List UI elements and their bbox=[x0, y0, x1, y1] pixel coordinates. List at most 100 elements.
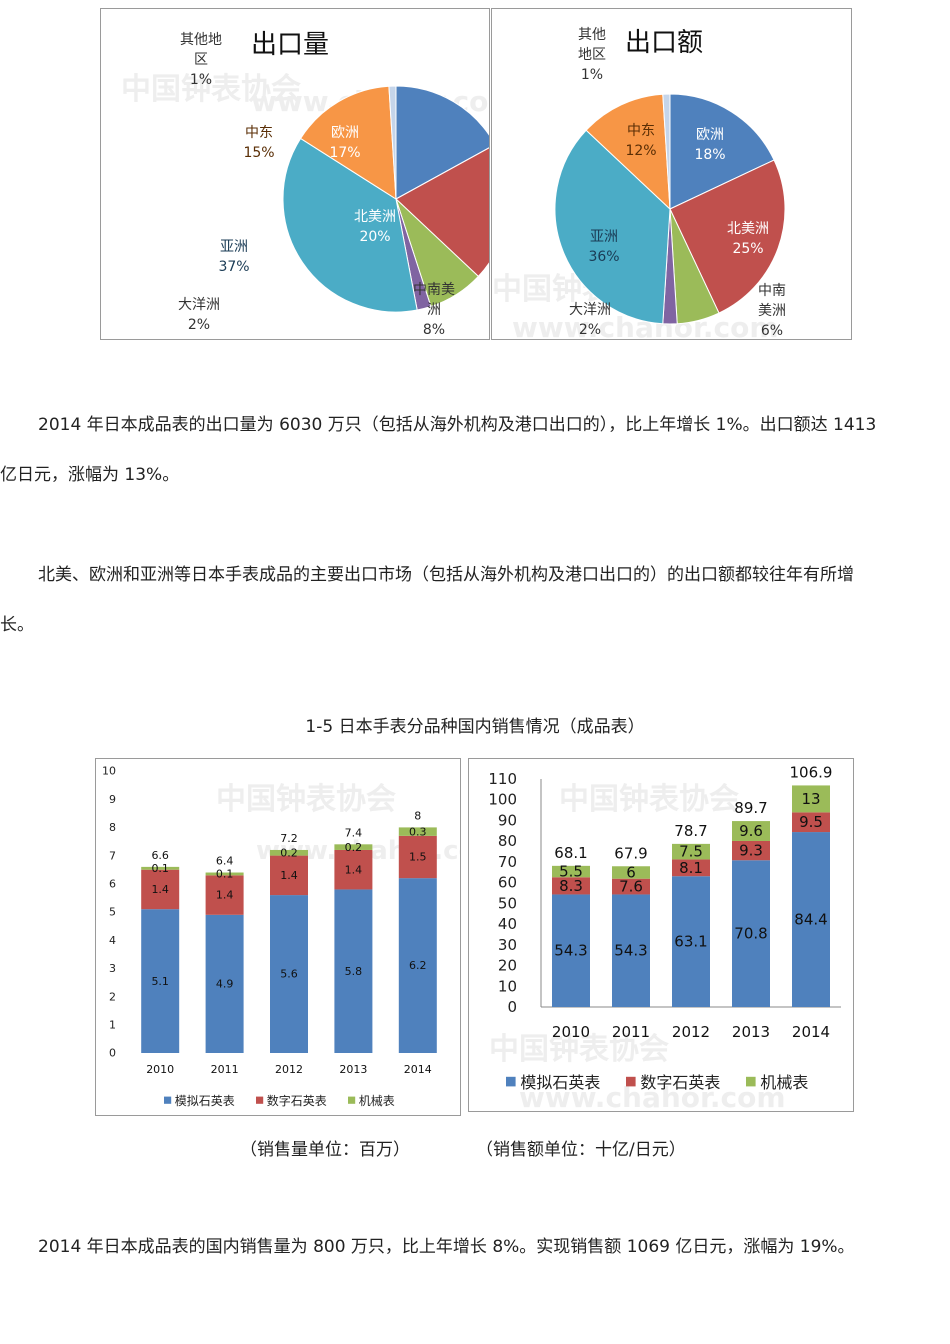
legend-swatch bbox=[626, 1076, 636, 1087]
watermark-cn: 中国钟表协会 bbox=[121, 72, 301, 107]
bar-value-label: 0.2 bbox=[345, 841, 363, 854]
y-tick-label: 7 bbox=[109, 849, 116, 862]
bar-value-label: 7.5 bbox=[679, 843, 703, 861]
caption-sales-value-unit: （销售额单位：十亿/日元） bbox=[476, 1140, 686, 1160]
legend-swatch bbox=[506, 1076, 516, 1087]
bar-segment-模拟石英表 bbox=[205, 914, 244, 1053]
caption-sales-volume-unit: （销售量单位：百万） bbox=[240, 1140, 410, 1160]
y-tick-label: 40 bbox=[498, 915, 517, 933]
y-tick-label: 5 bbox=[109, 906, 116, 919]
pie-slice-欧洲 bbox=[669, 93, 775, 210]
pie-category-label: 欧洲 bbox=[696, 127, 724, 143]
y-tick-label: 30 bbox=[498, 936, 517, 954]
bar-value-label: 7.6 bbox=[619, 878, 643, 896]
watermark-cn: 中国钟表协会 bbox=[559, 782, 739, 817]
pie-chart-export-value: 中国钟表协会 www.chahor.com 出口额 欧洲 18% 北美洲 25% 中南美… bbox=[491, 8, 852, 340]
bar-segment-数字石英表 bbox=[270, 855, 308, 896]
bar-value-label: 54.3 bbox=[554, 942, 587, 960]
bar-value-label: 1.4 bbox=[280, 869, 298, 882]
bar-total-label: 7.4 bbox=[345, 826, 363, 839]
y-tick-label: 4 bbox=[109, 934, 116, 947]
bar-segment-机械表 bbox=[141, 866, 180, 870]
bar-value-label: 8.1 bbox=[679, 859, 703, 877]
paragraph-line: 北美、欧洲和亚洲等日本手表成品的主要出口市场（包括从海外机构及港口出口的）的出口… bbox=[38, 565, 854, 585]
paragraph-line: 2014 年日本成品表的出口量为 6030 万只（包括从海外机构及港口出口的），… bbox=[38, 415, 877, 435]
y-tick-label: 70 bbox=[498, 853, 517, 871]
legend-label: 机械表 bbox=[760, 1073, 808, 1092]
bar-value-label: 1.5 bbox=[409, 851, 427, 864]
y-tick-label: 100 bbox=[488, 791, 517, 809]
y-tick-label: 0 bbox=[507, 998, 517, 1016]
pie-category-label: 中南美 bbox=[413, 282, 455, 298]
watermark-url: www.chahor.com bbox=[519, 1081, 786, 1111]
pie-value-label: 2% bbox=[579, 322, 601, 338]
pie-value-label: 2% bbox=[188, 317, 210, 333]
pie-slice-北美洲 bbox=[669, 159, 786, 314]
paragraph-export-summary: 2014 年日本成品表的出口量为 6030 万只（包括从海外机构及港口出口的），… bbox=[0, 400, 950, 500]
pie-slice-其他地区 bbox=[662, 93, 671, 210]
bar-value-label: 5.5 bbox=[559, 863, 583, 881]
x-tick-label: 2011 bbox=[211, 1063, 239, 1076]
paragraph-domestic-sales: 2014 年日本成品表的国内销售量为 800 万只，比上年增长 8%。实现销售额… bbox=[0, 1222, 950, 1272]
bar-segment-模拟石英表 bbox=[398, 878, 437, 1053]
bar-value-label: 9.5 bbox=[799, 813, 823, 831]
bar-value-label: 9.3 bbox=[739, 842, 763, 860]
bar-value-label: 70.8 bbox=[734, 925, 767, 943]
y-tick-label: 1 bbox=[109, 1018, 116, 1031]
bar-value-label: 0.1 bbox=[216, 868, 234, 881]
pie-title: 出口量 bbox=[251, 30, 329, 60]
pie-slice-欧洲 bbox=[395, 85, 489, 200]
y-tick-label: 10 bbox=[102, 765, 116, 778]
y-tick-label: 9 bbox=[109, 793, 116, 806]
bar-segment-数字石英表 bbox=[398, 835, 437, 879]
bar-total-label: 78.7 bbox=[674, 822, 707, 840]
bar-value-label: 0.2 bbox=[280, 846, 298, 859]
x-tick-label: 2013 bbox=[732, 1023, 770, 1041]
pie-slice-北美洲 bbox=[395, 147, 489, 278]
bar-value-label: 84.4 bbox=[794, 911, 827, 929]
pie-chart-svg: 中国钟表协会 www.chahor.com 出口量 欧洲17%北美洲20%中南美… bbox=[121, 30, 489, 338]
bar-total-label: 67.9 bbox=[614, 844, 647, 862]
bar-value-label: 5.1 bbox=[151, 975, 169, 988]
bar-value-label: 9.6 bbox=[739, 822, 763, 840]
pie-slice-亚洲 bbox=[282, 137, 418, 313]
bar-value-label: 5.6 bbox=[280, 968, 298, 981]
y-tick-label: 80 bbox=[498, 832, 517, 850]
pie-value-label: 6% bbox=[761, 323, 783, 339]
bar-total-label: 6.4 bbox=[216, 855, 234, 868]
pie-slice-中东 bbox=[585, 93, 671, 211]
bar-total-label: 89.7 bbox=[734, 799, 767, 817]
legend-label: 模拟石英表 bbox=[175, 1094, 235, 1108]
bar-segment-数字石英表 bbox=[205, 875, 244, 915]
pie-category-label: 亚洲 bbox=[220, 239, 248, 255]
bar-segment-数字石英表 bbox=[672, 859, 710, 877]
pie-chart-svg: 中国钟表协会 www.chahor.com 出口额 欧洲18%北美洲25%中南美… bbox=[492, 27, 786, 339]
bar-total-label: 106.9 bbox=[790, 763, 833, 781]
bar-segment-模拟石英表 bbox=[552, 894, 590, 1007]
bar-value-label: 5.8 bbox=[345, 965, 363, 978]
bar-chart-sales-volume: 中国钟表协会 www.chahor.com 0123456789105.11.4… bbox=[95, 758, 461, 1116]
pie-category-label: 中东 bbox=[627, 123, 655, 139]
bar-segment-机械表 bbox=[334, 844, 373, 850]
legend-label: 模拟石英表 bbox=[520, 1073, 600, 1092]
x-tick-label: 2012 bbox=[672, 1023, 710, 1041]
bar-segment-模拟石英表 bbox=[672, 876, 710, 1007]
section-title: 1-5 日本手表分品种国内销售情况（成品表） bbox=[305, 717, 645, 737]
legend-label: 数字石英表 bbox=[267, 1093, 327, 1108]
pie-category-label: 地区 bbox=[578, 47, 606, 63]
bar-segment-机械表 bbox=[672, 843, 710, 860]
bar-value-label: 0.1 bbox=[151, 862, 169, 875]
pie-category-label: 大洋洲 bbox=[569, 302, 611, 318]
pie-value-label: 1% bbox=[190, 72, 212, 88]
pie-value-label: 25% bbox=[732, 241, 763, 257]
pie-category-label: 欧洲 bbox=[331, 125, 359, 141]
pie-category-label: 北美洲 bbox=[354, 209, 396, 225]
paragraph-line: 长。 bbox=[0, 615, 34, 635]
x-tick-label: 2010 bbox=[552, 1023, 590, 1041]
watermark-cn: 中国钟表协会 bbox=[216, 782, 396, 817]
bar-segment-模拟石英表 bbox=[334, 889, 373, 1053]
bar-total-label: 7.2 bbox=[280, 832, 298, 845]
bar-total-label: 6.6 bbox=[151, 849, 169, 862]
y-tick-label: 90 bbox=[498, 811, 517, 829]
pie-category-label: 其他 bbox=[578, 27, 606, 43]
